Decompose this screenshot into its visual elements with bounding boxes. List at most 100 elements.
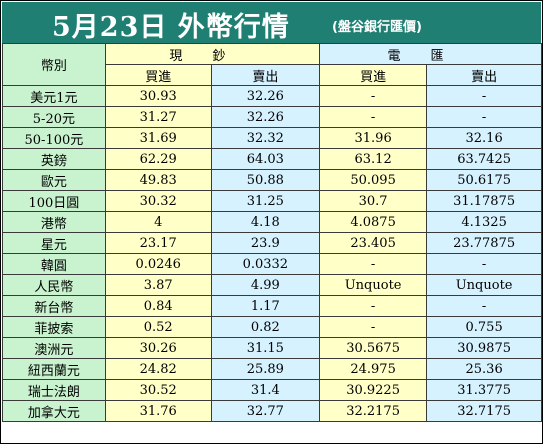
tt-buy-cell: 30.5675 (318, 337, 428, 359)
cash-sell-cell: 50.88 (210, 169, 320, 191)
table-row: 新台幣 0.84 1.17- - (2, 295, 542, 317)
tt-buy-cell: - (318, 316, 428, 338)
table-row: 瑞士法朗 30.52 31.4 30.9225 31.3775 (2, 379, 542, 401)
cash-sell-cell: 23.9 (210, 232, 320, 254)
table-row: 加拿大元 31.76 32.77 32.2175 32.7175 (2, 400, 542, 422)
cash-buy-cell: 23.17 (104, 232, 212, 254)
table-row: 韓圓 0.0246 0.0332- - (2, 253, 542, 275)
currency-name-cell: 歐元 (2, 169, 106, 191)
cash-sell-header: 賣出 (210, 64, 320, 86)
tt-sell-cell: 32.16 (426, 127, 542, 149)
tt-buy-header: 買進 (318, 64, 428, 86)
cash-buy-cell: 30.26 (104, 337, 212, 359)
currency-name-cell: 美元1元 (2, 85, 106, 107)
tt-sell-cell: 32.7175 (426, 400, 542, 422)
tt-sell-cell: 4.1325 (426, 211, 542, 233)
cash-buy-header: 買進 (104, 64, 212, 86)
cash-buy-cell: 30.52 (104, 379, 212, 401)
tt-sell-header: 賣出 (426, 64, 542, 86)
tt-sell-cell: - (426, 106, 542, 128)
table-row: 澳洲元 30.26 31.15 30.5675 30.9875 (2, 337, 542, 359)
cash-sell-cell: 32.26 (210, 106, 320, 128)
cash-sell-cell: 31.25 (210, 190, 320, 212)
cash-sell-cell: 1.17 (210, 295, 320, 317)
title-bar: 5月23日 外幣行情 (盤谷銀行匯價) (2, 2, 541, 43)
header-row-subcolumns: 買進 賣出 買進 賣出 (3, 64, 542, 86)
cash-sell-cell: 31.4 (210, 379, 320, 401)
table-row: 紐西蘭元 24.82 25.89 24.975 25.36 (2, 358, 542, 380)
tt-buy-cell: 23.405 (318, 232, 428, 254)
currency-name-cell: 加拿大元 (2, 400, 106, 422)
tt-sell-cell: 30.9875 (426, 337, 542, 359)
cash-sell-cell: 25.89 (210, 358, 320, 380)
cash-sell-cell: 31.15 (210, 337, 320, 359)
cash-sell-cell: 32.77 (210, 400, 320, 422)
cash-buy-cell: 4 (104, 211, 212, 233)
page-title: 5月23日 外幣行情 (52, 12, 290, 43)
table-row: 英鎊 62.29 64.03 63.12 63.7425 (2, 148, 542, 170)
tt-buy-cell: 30.7 (318, 190, 428, 212)
tt-buy-cell: - (318, 85, 428, 107)
currency-name-cell: 澳洲元 (2, 337, 106, 359)
currency-name-cell: 新台幣 (2, 295, 106, 317)
bank-source-label: (盤谷銀行匯價) (332, 20, 422, 35)
tt-sell-cell: 0.755 (426, 316, 542, 338)
cash-buy-cell: 49.83 (104, 169, 212, 191)
cash-buy-cell: 30.32 (104, 190, 212, 212)
tt-sell-cell: 31.3775 (426, 379, 542, 401)
currency-name-cell: 星元 (2, 232, 106, 254)
cash-sell-cell: 32.26 (210, 85, 320, 107)
currency-name-cell: 英鎊 (2, 148, 106, 170)
cash-sell-cell: 4.99 (210, 274, 320, 296)
table-row: 歐元 49.83 50.88 50.095 50.6175 (2, 169, 542, 191)
currency-name-cell: 瑞士法朗 (2, 379, 106, 401)
table-row: 港幣 4 4.18 4.0875 4.1325 (2, 211, 542, 233)
cash-sell-cell: 4.18 (210, 211, 320, 233)
tt-sell-cell: 63.7425 (426, 148, 542, 170)
tt-sell-cell: - (426, 253, 542, 275)
tt-buy-cell: - (318, 106, 428, 128)
tt-sell-cell: 50.6175 (426, 169, 542, 191)
currency-name-cell: 港幣 (2, 211, 106, 233)
table-row: 人民幣 3.87 4.99 Unquote Unquote (2, 274, 542, 296)
table-row: 美元1元 30.93 32.26- - (2, 85, 542, 107)
currency-name-cell: 菲披索 (2, 316, 106, 338)
tt-buy-cell: 50.095 (318, 169, 428, 191)
currency-name-cell: 韓圓 (2, 253, 106, 275)
cash-buy-cell: 0.0246 (104, 253, 212, 275)
currency-name-cell: 紐西蘭元 (2, 358, 106, 380)
tt-sell-cell: - (426, 295, 542, 317)
currency-column-header: 幣別 (2, 43, 106, 86)
cash-buy-cell: 31.76 (104, 400, 212, 422)
header-row-groups: 幣別 現鈔 電匯 (2, 43, 543, 86)
tt-sell-cell: - (426, 85, 542, 107)
tt-buy-cell: - (318, 295, 428, 317)
cash-sell-cell: 32.32 (210, 127, 320, 149)
tt-buy-cell: 31.96 (318, 127, 428, 149)
cash-buy-cell: 3.87 (104, 274, 212, 296)
tt-buy-cell: 24.975 (318, 358, 428, 380)
cash-buy-cell: 31.69 (104, 127, 212, 149)
currency-name-cell: 50-100元 (2, 127, 106, 149)
tt-sell-cell: Unquote (426, 274, 542, 296)
cash-sell-cell: 64.03 (210, 148, 320, 170)
cash-buy-cell: 62.29 (104, 148, 212, 170)
cash-group-header: 現鈔 (104, 43, 320, 65)
tt-buy-cell: 32.2175 (318, 400, 428, 422)
currency-name-cell: 5-20元 (2, 106, 106, 128)
table-row: 星元 23.17 23.9 23.405 23.77875 (2, 232, 542, 254)
table-row: 100日圓 30.32 31.25 30.7 31.17875 (2, 190, 542, 212)
cash-buy-cell: 0.52 (104, 316, 212, 338)
cash-sell-cell: 0.0332 (210, 253, 320, 275)
tt-buy-cell: - (318, 253, 428, 275)
tt-group-header: 電匯 (318, 43, 543, 65)
cash-sell-cell: 0.82 (210, 316, 320, 338)
cash-buy-cell: 0.84 (104, 295, 212, 317)
tt-buy-cell: 63.12 (318, 148, 428, 170)
tt-sell-cell: 31.17875 (426, 190, 542, 212)
tt-buy-cell: 30.9225 (318, 379, 428, 401)
table-row: 5-20元 31.27 32.26- - (2, 106, 542, 128)
tt-sell-cell: 25.36 (426, 358, 542, 380)
cash-buy-cell: 31.27 (104, 106, 212, 128)
currency-name-cell: 人民幣 (2, 274, 106, 296)
